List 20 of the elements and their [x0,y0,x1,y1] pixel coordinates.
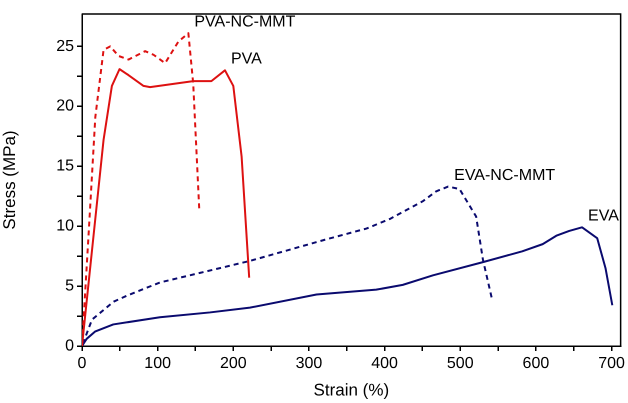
x-tick-label: 0 [78,355,87,372]
x-tick-label: 300 [296,355,322,372]
x-axis-title: Strain (%) [314,380,390,400]
y-tick-label: 0 [65,337,74,354]
x-tick-label: 100 [144,355,172,372]
y-tick-label: 10 [56,218,74,235]
y-tick-label: 15 [56,158,74,175]
series-label: EVA-NC-MMT [454,167,556,184]
y-tick-label: 5 [65,277,74,294]
x-tick-label: 700 [598,355,625,372]
x-tick-label: 600 [522,355,550,372]
y-axis-title: Stress (MPa) [0,130,19,230]
y-tick-label: 20 [56,98,74,115]
series-label: PVA-NC-MMT [194,14,296,31]
series-label: PVA [230,50,262,68]
x-tick-label: 500 [446,355,474,372]
x-tick-label: 400 [371,355,398,372]
series-label: EVA [588,208,620,225]
x-tick-label: 200 [220,355,247,372]
y-tick-label: 25 [56,38,74,55]
